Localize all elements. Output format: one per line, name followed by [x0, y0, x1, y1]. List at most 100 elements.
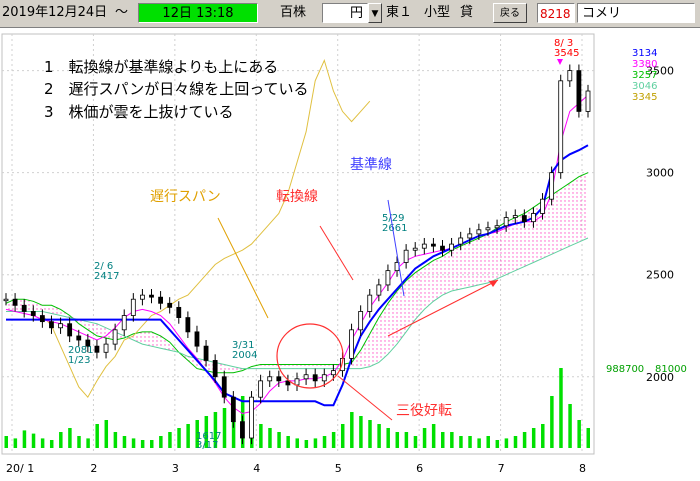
candle-body [512, 215, 518, 218]
range-tilde: ～ [115, 5, 129, 20]
candle-body [521, 215, 527, 223]
volume-bar [4, 436, 8, 448]
candle-body [212, 360, 218, 378]
note-line-3: 3 株価が雲を上抜けている [44, 103, 234, 121]
candle-body [167, 302, 173, 308]
candle-body [176, 306, 182, 318]
point-label: 2004 [232, 350, 257, 361]
candle-body [458, 237, 464, 245]
sanyaku-circle [276, 323, 344, 389]
legend-value: 3345 [632, 92, 657, 103]
candle-body [76, 335, 82, 341]
volume-bar [313, 438, 318, 448]
back-button[interactable]: 戻る [493, 3, 527, 23]
point-label: 1/23 [68, 355, 90, 366]
y-tick-label: 2000 [646, 371, 674, 384]
volume-bar [122, 436, 127, 448]
x-tick-label: 4 [253, 462, 260, 475]
volume-bar [13, 438, 18, 448]
candle-body [3, 298, 9, 302]
chevron-down-icon[interactable]: ▼ [368, 3, 382, 23]
candle-body [358, 311, 364, 331]
candle-body [312, 374, 318, 382]
volume-bar [368, 420, 372, 448]
volume-layer [4, 368, 590, 448]
volume-bar [486, 436, 490, 448]
stock-name-field[interactable]: コメリ [577, 3, 695, 23]
candle-body [330, 370, 336, 376]
candle-body [140, 294, 145, 300]
volume-bar [204, 416, 209, 448]
candle-body [39, 315, 45, 323]
volume-bar [541, 424, 545, 448]
peak-marker-icon [557, 59, 563, 65]
size-label: 小型 [424, 5, 451, 20]
loan-label: 貸 [460, 5, 474, 20]
point-label: 8/ 3 [554, 38, 573, 49]
label-chikou: 遅行スパン [150, 189, 221, 205]
point-label: 2081 [68, 345, 93, 356]
candle-body [67, 323, 73, 337]
tenkan-pointer [319, 225, 354, 281]
period-field[interactable]: 12日 13:18 [138, 3, 258, 23]
legend-value: 3134 [632, 48, 657, 59]
volume-bar [177, 428, 181, 448]
kijun-line [6, 144, 589, 407]
volume-bar [495, 440, 500, 448]
volume-bar [404, 432, 409, 448]
candle-body [576, 70, 582, 112]
candle-body [121, 315, 127, 331]
candle-body [85, 339, 91, 347]
candle-body [467, 233, 473, 239]
candle-body [230, 396, 236, 423]
y-tick-label: 3000 [646, 167, 674, 180]
candle-body [567, 70, 573, 82]
stock-code-field[interactable]: 8218 [537, 3, 575, 23]
volume-bar [522, 432, 527, 448]
x-tick-label: 7 [498, 462, 505, 475]
candle-body [149, 294, 154, 298]
candle-body [349, 329, 354, 359]
volume-bar [459, 436, 463, 448]
currency-select[interactable]: 円 [322, 3, 368, 23]
grid-layer [1, 33, 595, 455]
label-sanyaku: 三役好転 [396, 403, 452, 419]
candle-body [203, 345, 209, 361]
y-tick-label: 3500 [646, 65, 674, 78]
candle-body [558, 80, 564, 174]
volume-bar [322, 436, 327, 448]
kumo-cloud [6, 172, 588, 373]
candle-body [494, 225, 500, 229]
volume-bar [450, 432, 454, 448]
volume-bar [304, 440, 309, 448]
chikou-pointer [217, 217, 269, 319]
kumo-layer [6, 172, 588, 373]
date-label: 2019年12月24日 [2, 5, 108, 20]
candle-body [412, 247, 418, 251]
candle-body [240, 421, 245, 439]
label-kijun: 基準線 [350, 157, 392, 173]
candle-body [385, 270, 391, 286]
label-tenkan: 転換線 [276, 189, 318, 205]
point-label: 1617 [196, 431, 221, 442]
candle-body [49, 321, 54, 329]
point-label: 3545 [554, 48, 579, 59]
volume-bar [468, 436, 472, 448]
volume-bar [586, 428, 590, 448]
candle-body [531, 213, 536, 223]
volume-bar [268, 428, 272, 448]
volume-bar [222, 408, 227, 448]
volume-bar [159, 436, 163, 448]
volume-bar [140, 440, 145, 448]
candle-body [194, 331, 200, 347]
candle-body [21, 304, 27, 312]
volume-bar [413, 436, 418, 448]
candle-body [440, 245, 445, 251]
candle-body [185, 317, 191, 333]
volume-bar [477, 438, 481, 448]
legend-value: 3380 [632, 59, 657, 70]
volume-bar [568, 404, 572, 448]
candle-body [112, 329, 118, 345]
volume-right-label: 81000 [655, 364, 687, 375]
volume-bar [86, 438, 90, 448]
